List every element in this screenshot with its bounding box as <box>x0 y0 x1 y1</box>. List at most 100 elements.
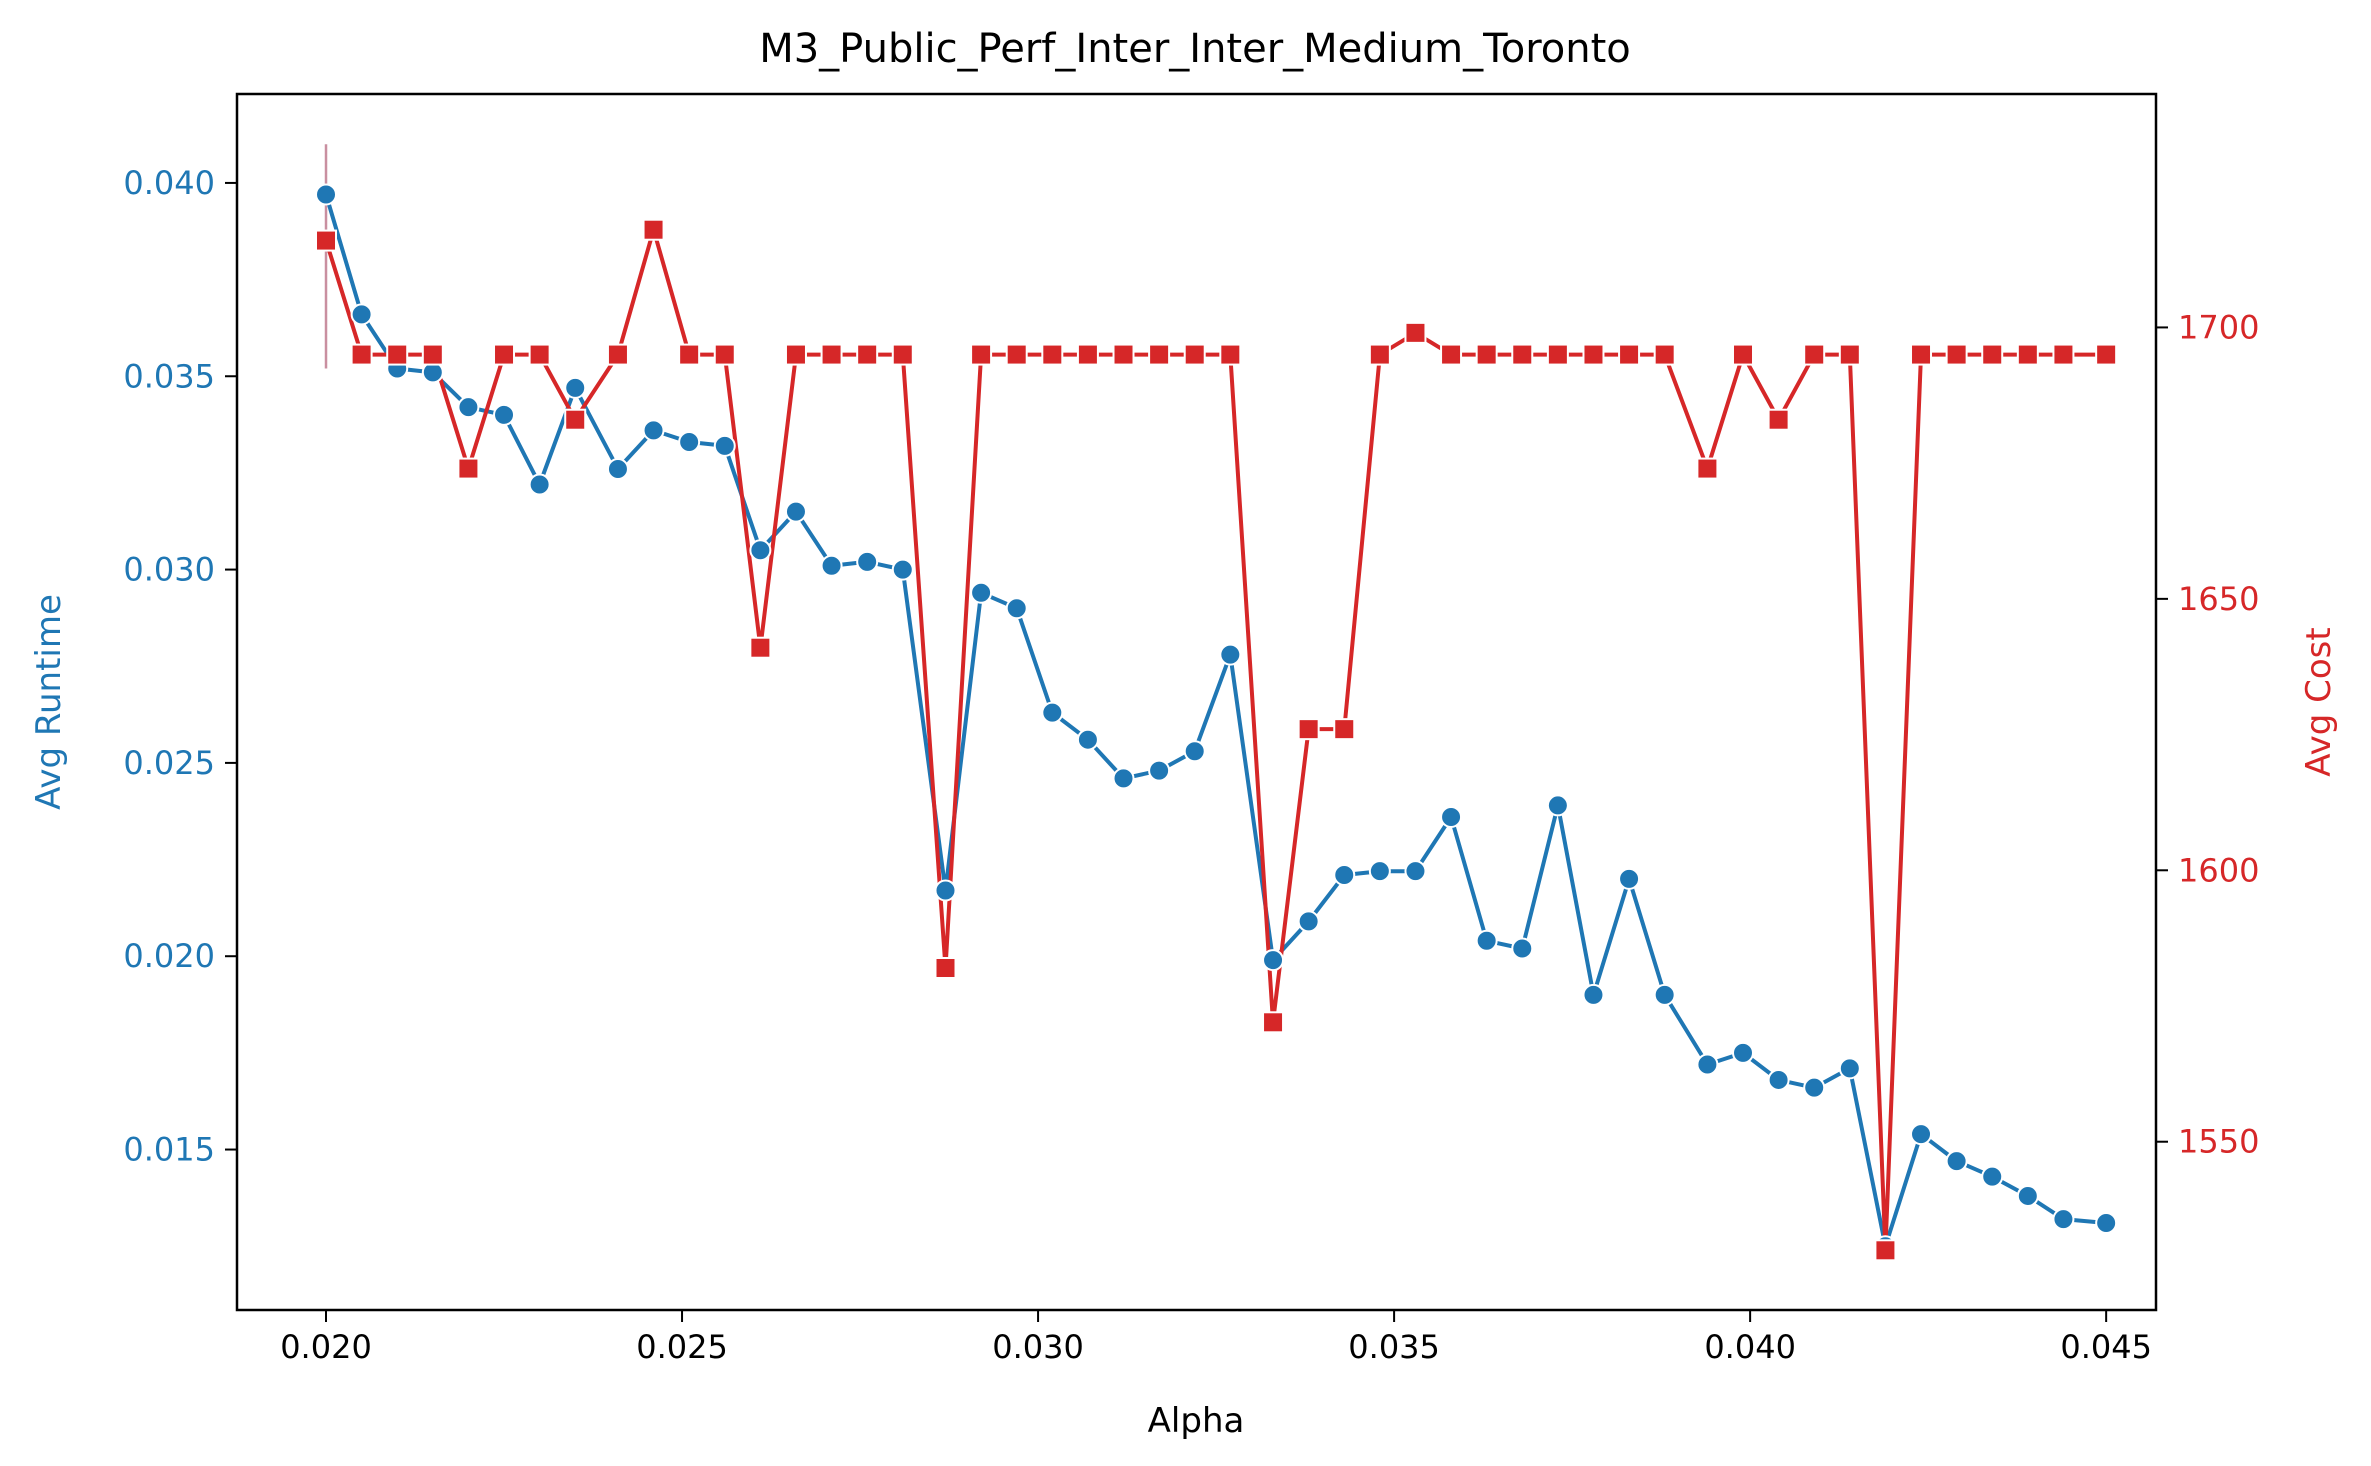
y-right-tick-label: 1700 <box>2178 308 2259 346</box>
y-right-tick-label: 1650 <box>2178 580 2259 618</box>
runtime-point <box>350 303 373 326</box>
cost-point <box>1945 343 1968 366</box>
runtime-point <box>934 879 957 902</box>
runtime-point <box>1803 1076 1826 1099</box>
cost-point <box>350 343 373 366</box>
x-tick-label: 0.045 <box>2060 1328 2152 1366</box>
runtime-point <box>784 500 807 523</box>
y-right-tick-label: 1550 <box>2178 1123 2259 1161</box>
cost-point <box>1219 343 1242 366</box>
runtime-point <box>1076 728 1099 751</box>
y-left-tick-label: 0.020 <box>123 937 215 975</box>
cost-point <box>2052 343 2075 366</box>
cost-point <box>2016 343 2039 366</box>
cost-point <box>315 229 338 252</box>
cost-point <box>1732 343 1755 366</box>
cost-point <box>713 343 736 366</box>
runtime-point <box>606 458 629 481</box>
runtime-point <box>528 473 551 496</box>
runtime-point <box>1183 740 1206 763</box>
x-tick-label: 0.035 <box>1348 1328 1440 1366</box>
plot-area <box>315 144 2118 1262</box>
y-axis-right-label: Avg Cost <box>2299 627 2339 776</box>
runtime-point <box>1582 983 1605 1006</box>
runtime-point <box>1475 929 1498 952</box>
runtime-point <box>1732 1041 1755 1064</box>
runtime-point <box>1546 794 1569 817</box>
cost-point <box>891 343 914 366</box>
cost-point <box>421 343 444 366</box>
cost-point <box>1874 1239 1897 1262</box>
runtime-point <box>1148 759 1171 782</box>
runtime-point <box>1297 910 1320 933</box>
runtime-point <box>2052 1208 2075 1231</box>
runtime-point <box>315 183 338 206</box>
cost-point <box>1838 343 1861 366</box>
cost-point <box>1546 343 1569 366</box>
cost-point <box>1041 343 1064 366</box>
runtime-point <box>493 403 516 426</box>
cost-point <box>820 343 843 366</box>
cost-point <box>1653 343 1676 366</box>
runtime-point <box>713 434 736 457</box>
runtime-point <box>891 558 914 581</box>
runtime-point <box>1262 949 1285 972</box>
runtime-point <box>1368 860 1391 883</box>
runtime-point <box>1333 864 1356 887</box>
cost-point <box>1511 343 1534 366</box>
cost-point <box>1112 343 1135 366</box>
runtime-point <box>678 430 701 453</box>
runtime-point <box>820 554 843 577</box>
cost-point <box>934 957 957 979</box>
runtime-point <box>1112 767 1135 790</box>
runtime-point <box>457 396 480 419</box>
y-axis-left-label: Avg Runtime <box>29 594 69 810</box>
runtime-point <box>1440 806 1463 829</box>
runtime-point <box>1041 701 1064 724</box>
cost-point <box>1803 343 1826 366</box>
runtime-point <box>1618 867 1641 890</box>
cost-point <box>749 636 772 659</box>
x-tick-label: 0.030 <box>992 1328 1084 1366</box>
runtime-point <box>1767 1068 1790 1091</box>
x-axis-label: Alpha <box>1148 1401 1245 1441</box>
cost-point <box>528 343 551 366</box>
runtime-point <box>1511 937 1534 960</box>
cost-point <box>1183 343 1206 366</box>
chart-title: M3_Public_Perf_Inter_Inter_Medium_Toront… <box>759 26 1631 72</box>
cost-point <box>1475 343 1498 366</box>
cost-series-line <box>324 227 2107 1253</box>
cost-point <box>642 218 665 241</box>
cost-point <box>493 343 516 366</box>
runtime-point <box>970 581 993 604</box>
runtime-point <box>1945 1150 1968 1173</box>
cost-point <box>1148 343 1171 366</box>
cost-point <box>564 408 587 431</box>
runtime-point <box>1981 1165 2004 1188</box>
x-tick-label: 0.025 <box>636 1328 728 1366</box>
cost-point <box>606 343 629 366</box>
runtime-point <box>1404 860 1427 883</box>
x-tick-label: 0.020 <box>280 1328 372 1366</box>
runtime-point <box>1219 643 1242 666</box>
axes: 0.020 0.025 0.030 0.035 0.040 0.045 0.015 0.020… <box>123 92 2259 1366</box>
runtime-point <box>1838 1057 1861 1080</box>
y-left-tick-label: 0.015 <box>123 1131 215 1169</box>
cost-point <box>1005 343 1028 366</box>
cost-point <box>1767 408 1790 431</box>
y-left-tick-label: 0.030 <box>123 551 215 589</box>
cost-point <box>1582 343 1605 366</box>
runtime-point <box>856 550 879 573</box>
cost-point <box>1981 343 2004 366</box>
y-left-tick-label: 0.025 <box>123 744 215 782</box>
cost-point <box>1333 718 1356 741</box>
cost-point <box>678 343 701 366</box>
cost-point <box>1076 343 1099 366</box>
y-right-tick-label: 1600 <box>2178 851 2259 889</box>
x-tick-label: 0.040 <box>1704 1328 1796 1366</box>
cost-point <box>1618 343 1641 366</box>
cost-point <box>1696 457 1719 480</box>
runtime-point <box>749 539 772 562</box>
cost-point <box>386 343 409 366</box>
cost-point <box>1404 321 1427 344</box>
